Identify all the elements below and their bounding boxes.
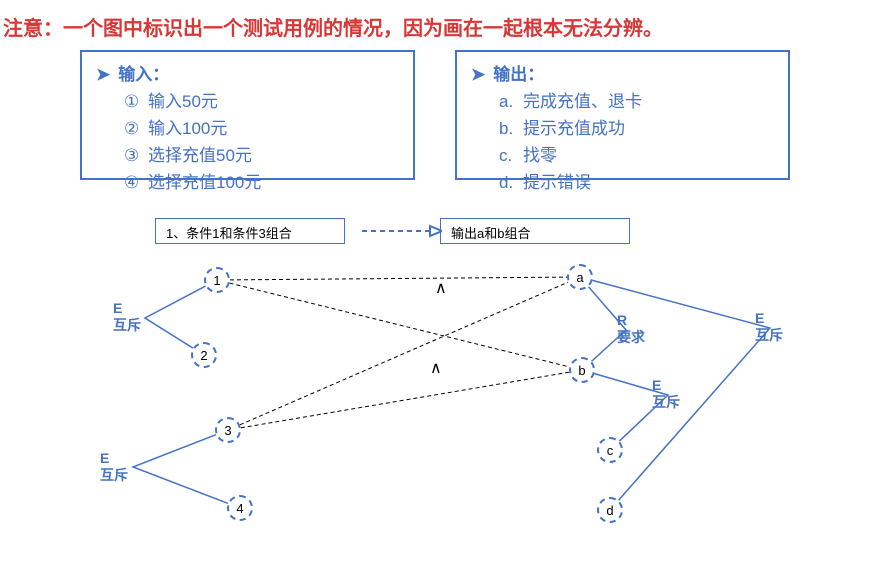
list-marker: ③ [124, 146, 148, 166]
list-marker: b. [499, 119, 523, 139]
implies-arrow-icon [362, 223, 442, 239]
list-text: 输入100元 [148, 114, 227, 139]
list-marker: a. [499, 92, 523, 112]
output-item: c.找零 [499, 141, 774, 166]
list-text: 完成充值、退卡 [523, 87, 642, 112]
output-box-title: 输出： [493, 60, 544, 85]
graph-node-4: 4 [227, 495, 253, 521]
graph-node-d: d [597, 497, 623, 523]
input-box-title: 输入： [118, 60, 169, 85]
constraint-edge [133, 435, 228, 504]
bullet-arrow-icon: ➤ [471, 65, 485, 85]
list-text: 找零 [523, 141, 557, 166]
list-text: 提示充值成功 [523, 114, 625, 139]
cause-effect-edge [241, 372, 569, 428]
list-marker: ④ [124, 173, 148, 193]
input-item-list: ①输入50元②输入100元③选择充值50元④选择充值100元 [96, 87, 399, 193]
list-marker: ① [124, 92, 148, 112]
cause-effect-edge [230, 283, 570, 367]
list-text: 输入50元 [148, 87, 218, 112]
input-item: ④选择充值100元 [124, 168, 399, 193]
graph-node-c: c [597, 437, 623, 463]
constraint-label-e_right_far: E互斥 [755, 310, 783, 344]
constraint-label-e_top_left: E互斥 [113, 300, 141, 334]
list-marker: ② [124, 119, 148, 139]
output-box: ➤ 输出： a.完成充值、退卡b.提示充值成功c.找零d.提示错误 [455, 50, 790, 180]
graph-node-b: b [569, 357, 595, 383]
output-item: d.提示错误 [499, 168, 774, 193]
input-item: ②输入100元 [124, 114, 399, 139]
combination-output-box: 输出a和b组合 [440, 218, 630, 244]
cause-effect-edge [240, 282, 568, 425]
combination-input-box: 1、条件1和条件3组合 [155, 218, 345, 244]
input-box-header: ➤ 输入： [96, 60, 399, 85]
output-item-list: a.完成充值、退卡b.提示充值成功c.找零d.提示错误 [471, 87, 774, 193]
constraint-label-e_right_mid: E互斥 [652, 377, 680, 411]
graph-node-a: a [567, 264, 593, 290]
constraint-label-e_bot_left: E互斥 [100, 450, 128, 484]
bullet-arrow-icon: ➤ [96, 65, 110, 85]
list-text: 选择充值50元 [148, 141, 252, 166]
input-item: ①输入50元 [124, 87, 399, 112]
constraint-edge [145, 286, 206, 348]
list-text: 选择充值100元 [148, 168, 261, 193]
cause-effect-edge [230, 277, 567, 280]
list-text: 提示错误 [523, 168, 591, 193]
note-text: 注意：一个图中标识出一个测试用例的情况，因为画在一起根本无法分辨。 [3, 12, 663, 41]
output-box-header: ➤ 输出： [471, 60, 774, 85]
constraint-label-r_req: R要求 [617, 312, 645, 346]
output-item: a.完成充值、退卡 [499, 87, 774, 112]
input-box: ➤ 输入： ①输入50元②输入100元③选择充值50元④选择充值100元 [80, 50, 415, 180]
output-item: b.提示充值成功 [499, 114, 774, 139]
graph-node-3: 3 [215, 417, 241, 443]
list-marker: c. [499, 146, 523, 166]
and-operator-symbol: ∧ [430, 358, 442, 378]
graph-node-2: 2 [191, 342, 217, 368]
list-marker: d. [499, 173, 523, 193]
input-item: ③选择充值50元 [124, 141, 399, 166]
graph-node-1: 1 [204, 267, 230, 293]
and-operator-symbol: ∧ [435, 278, 447, 298]
